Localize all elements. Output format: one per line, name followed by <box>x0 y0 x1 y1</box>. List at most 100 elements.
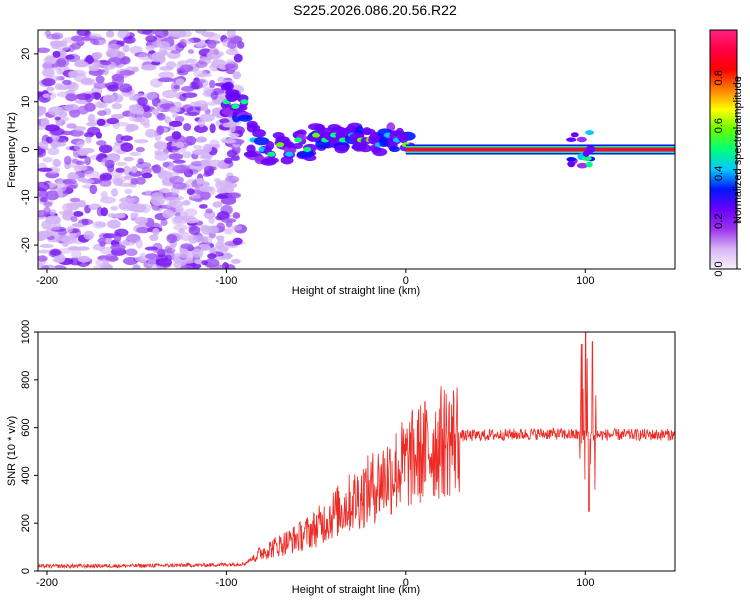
track-blob <box>280 156 294 165</box>
noise-blob <box>41 264 50 269</box>
noise-blob <box>215 241 224 250</box>
noise-blob <box>62 79 72 86</box>
noise-blob <box>38 190 49 199</box>
noise-blob <box>168 200 177 206</box>
noise-blob <box>92 39 100 45</box>
noise-blob <box>200 103 209 112</box>
noise-blob <box>231 225 243 231</box>
noise-blob <box>137 52 154 61</box>
colorbar-gradient <box>709 29 738 270</box>
noise-blob <box>118 83 133 93</box>
noise-blob <box>68 44 75 53</box>
noise-blob <box>45 215 61 225</box>
noise-blob <box>120 135 133 142</box>
noise-blob <box>58 111 68 118</box>
noise-blob <box>193 124 208 134</box>
noise-blob <box>156 257 173 267</box>
noise-blob <box>105 236 113 245</box>
noise-blob <box>156 41 171 49</box>
noise-blob <box>154 30 169 38</box>
noise-blob <box>89 184 98 195</box>
noise-blob <box>57 248 72 254</box>
noise-blob <box>222 122 235 128</box>
noise-blob <box>130 177 139 185</box>
noise-blob <box>119 56 131 65</box>
noise-blob <box>232 237 243 245</box>
noise-blob <box>67 174 80 180</box>
noise-blob <box>202 143 213 153</box>
track-blob <box>260 158 277 166</box>
noise-blob <box>168 120 183 127</box>
track-core <box>231 103 240 109</box>
noise-blob <box>221 139 237 144</box>
noise-blob <box>209 79 216 89</box>
noise-blob <box>90 92 102 100</box>
disturbance-blob <box>576 162 588 169</box>
noise-blob <box>135 176 146 185</box>
noise-blob <box>183 38 195 45</box>
noise-blob <box>144 91 158 101</box>
y-tick-label: 0 <box>20 146 32 152</box>
noise-blob <box>204 235 213 245</box>
track-core <box>294 137 303 143</box>
x-tick-label: 100 <box>576 275 594 287</box>
x-tick-label: -100 <box>215 577 237 589</box>
track-blob <box>308 123 324 131</box>
noise-blob <box>179 64 194 73</box>
noise-blob <box>77 165 88 171</box>
noise-blob <box>195 136 208 143</box>
noise-blob <box>152 227 160 236</box>
noise-blob <box>38 181 50 192</box>
noise-blob <box>106 117 120 125</box>
track-blob <box>292 143 303 150</box>
noise-blob <box>162 209 175 219</box>
noise-blob <box>225 48 239 56</box>
noise-blob <box>85 136 92 144</box>
noise-blob <box>38 230 52 238</box>
noise-blob <box>110 205 119 211</box>
noise-blob <box>81 218 89 226</box>
noise-blob <box>62 209 74 217</box>
noise-blob <box>39 243 54 248</box>
noise-blob <box>206 225 220 234</box>
noise-blob <box>55 57 70 68</box>
noise-blob <box>212 201 223 208</box>
spectrogram-blobs <box>38 30 675 269</box>
noise-blob <box>172 164 188 174</box>
noise-blob <box>173 224 188 231</box>
noise-blob <box>87 126 101 136</box>
y-tick-label: 600 <box>20 418 32 436</box>
colorbar-ticks: 0.0 0.2 0.4 0.6 0.8 <box>713 70 741 277</box>
x-tick-label: -100 <box>215 275 237 287</box>
noise-blob <box>96 118 106 127</box>
noise-blob <box>145 128 157 138</box>
snr-panel: -200 -100 0 100 0 200 400 600 800 1000 Height of… <box>6 320 676 596</box>
noise-blob <box>184 111 200 117</box>
noise-blob <box>211 111 221 117</box>
noise-blob <box>38 255 48 262</box>
disturbance-blob <box>566 137 577 142</box>
noise-blob <box>169 106 179 114</box>
noise-blob <box>156 112 166 121</box>
spectrogram-y-ticks: -20 -10 0 10 20 <box>20 48 38 253</box>
noise-blob <box>153 141 168 150</box>
noise-blob <box>42 93 50 99</box>
noise-blob <box>207 253 217 260</box>
noise-blob <box>162 89 178 99</box>
noise-blob <box>135 146 145 153</box>
noise-blob <box>195 30 207 34</box>
noise-blob <box>111 73 125 82</box>
noise-blob <box>65 54 75 60</box>
noise-blob <box>47 147 60 156</box>
disturbance-blob <box>585 161 593 168</box>
noise-blob <box>135 238 143 249</box>
noise-blob <box>42 157 53 163</box>
noise-blob <box>65 93 78 102</box>
noise-blob <box>147 256 157 267</box>
snr-y-label: SNR (10 * v/v) <box>6 416 18 486</box>
noise-blob <box>215 179 223 190</box>
noise-blob <box>227 192 242 199</box>
noise-blob <box>115 133 124 144</box>
x-tick-label: -200 <box>36 577 58 589</box>
noise-blob <box>193 144 203 150</box>
